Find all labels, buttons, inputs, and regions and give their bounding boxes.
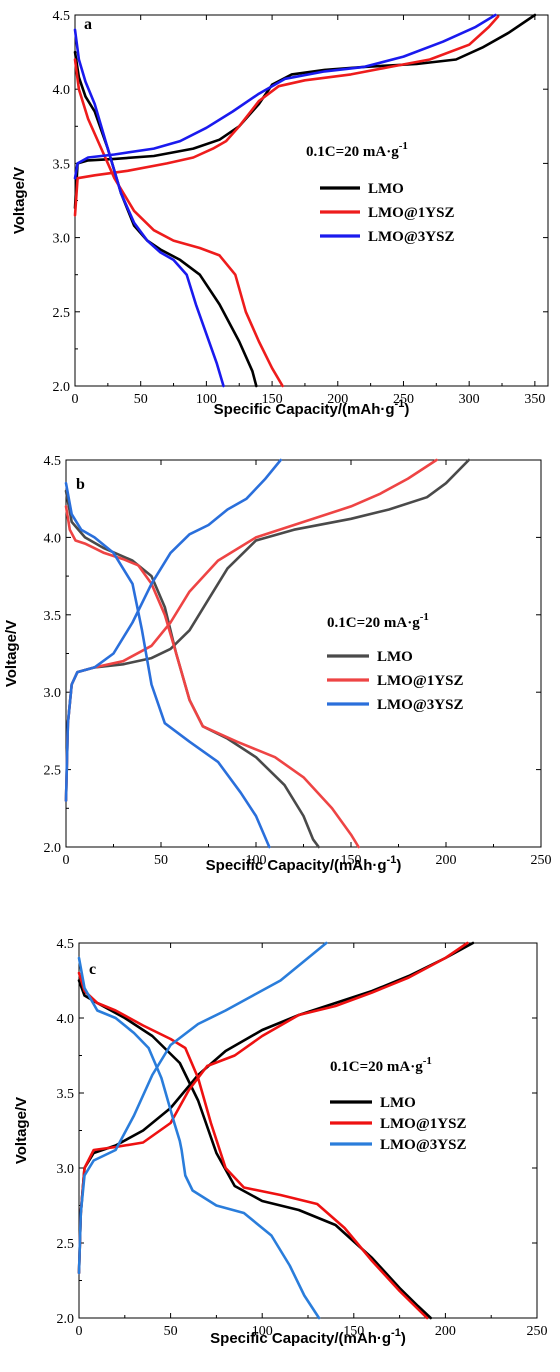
panel-label: b	[76, 476, 85, 493]
legend-label: LMO	[377, 649, 413, 665]
y-tick-label: 2.5	[44, 764, 62, 779]
x-tick-label: 0	[63, 853, 70, 868]
series-line-lmo-at-1ysz-discharge	[64, 505, 360, 849]
y-tick-label: 3.5	[53, 157, 71, 172]
series-line-lmo-charge	[73, 13, 537, 210]
legend-label: LMO@3YSZ	[368, 229, 454, 245]
x-axis-title: Specific Capacity/(mAh·g-1)	[206, 854, 402, 874]
series-line-lmo-at-3ysz-discharge	[73, 28, 225, 388]
legend-label: LMO	[368, 181, 404, 197]
x-tick-label: 150	[343, 1324, 364, 1339]
series-line-lmo-at-3ysz-charge	[73, 13, 497, 180]
x-tick-label: 250	[531, 853, 552, 868]
x-tick-label: 350	[524, 392, 545, 407]
rate-annotation: 0.1C=20 mA·g-1	[330, 1055, 432, 1075]
x-axis-title: Specific Capacity/(mAh·g-1)	[214, 398, 410, 418]
panel-label: a	[84, 16, 92, 33]
series-line-lmo-discharge	[73, 50, 258, 388]
x-tick-label: 50	[164, 1324, 178, 1339]
y-tick-label: 2.5	[57, 1237, 75, 1252]
x-tick-label: 250	[393, 392, 414, 407]
series-line-lmo-at-3ysz-charge	[64, 458, 282, 802]
panel-label: c	[89, 961, 96, 978]
x-tick-label: 0	[72, 392, 79, 407]
x-tick-label: 250	[527, 1324, 548, 1339]
legend-label: LMO@3YSZ	[380, 1137, 466, 1153]
y-tick-label: 2.0	[53, 380, 71, 395]
x-tick-label: 50	[134, 392, 148, 407]
legend-label: LMO@3YSZ	[377, 697, 463, 713]
series-line-lmo-at-3ysz-discharge	[77, 956, 321, 1320]
legend-label: LMO@1YSZ	[377, 673, 463, 689]
legend-label: LMO@1YSZ	[368, 205, 454, 221]
x-tick-label: 150	[341, 853, 362, 868]
series-line-lmo-at-1ysz-charge	[77, 941, 469, 1275]
y-tick-label: 3.5	[44, 609, 62, 624]
legend-label: LMO@1YSZ	[380, 1116, 466, 1132]
x-tick-label: 200	[436, 853, 457, 868]
y-tick-label: 4.0	[44, 531, 62, 546]
y-axis-title: Voltage/V	[11, 167, 28, 234]
x-axis-title: Specific Capacity/(mAh·g-1)	[210, 1327, 406, 1347]
x-tick-label: 100	[252, 1324, 273, 1339]
x-tick-label: 50	[154, 853, 168, 868]
y-axis-title: Voltage/V	[3, 620, 20, 687]
y-tick-label: 4.0	[53, 83, 71, 98]
legend-label: LMO	[380, 1095, 416, 1111]
x-tick-label: 100	[196, 392, 217, 407]
y-tick-label: 4.5	[44, 454, 62, 469]
x-tick-label: 200	[435, 1324, 456, 1339]
y-tick-label: 2.5	[53, 306, 71, 321]
y-tick-label: 2.0	[44, 841, 62, 856]
plot-frame	[78, 942, 538, 1319]
rate-annotation: 0.1C=20 mA·g-1	[327, 611, 429, 631]
series-line-lmo-at-3ysz-charge	[77, 941, 328, 1275]
y-tick-label: 3.0	[57, 1162, 75, 1177]
x-tick-label: 150	[262, 392, 283, 407]
y-tick-label: 4.5	[53, 9, 71, 24]
y-tick-label: 3.0	[53, 232, 71, 247]
y-axis-title: Voltage/V	[13, 1097, 30, 1164]
series-line-lmo-at-1ysz-discharge	[77, 971, 429, 1320]
rate-annotation: 0.1C=20 mA·g-1	[306, 140, 408, 160]
x-tick-label: 0	[76, 1324, 83, 1339]
y-tick-label: 3.5	[57, 1087, 75, 1102]
series-line-lmo-at-1ysz-discharge	[73, 58, 284, 388]
x-tick-label: 100	[246, 853, 267, 868]
y-tick-label: 3.0	[44, 686, 62, 701]
series-line-lmo-at-3ysz-discharge	[64, 481, 271, 849]
series-line-lmo-at-1ysz-charge	[73, 15, 500, 217]
y-tick-label: 2.0	[57, 1312, 75, 1327]
chart-panel-c: 0 50 100 150 200 250 2.0 2.5 3.0 3.5 4.0 4.5 c 0.1C=2…	[13, 937, 548, 1347]
x-tick-label: 200	[327, 392, 348, 407]
chart-panel-a: 0 50 100 150 200 250 300 350 2.0 2.5 3.0 3.5 4.0 4.5 a…	[11, 9, 549, 418]
chart-panel-b: 0 50 100 150 200 250 2.0 2.5 3.0 3.5 4.0 4.5 b 0.1C=2…	[3, 454, 552, 874]
x-tick-label: 300	[459, 392, 480, 407]
y-tick-label: 4.0	[57, 1012, 75, 1027]
y-tick-label: 4.5	[57, 937, 75, 952]
